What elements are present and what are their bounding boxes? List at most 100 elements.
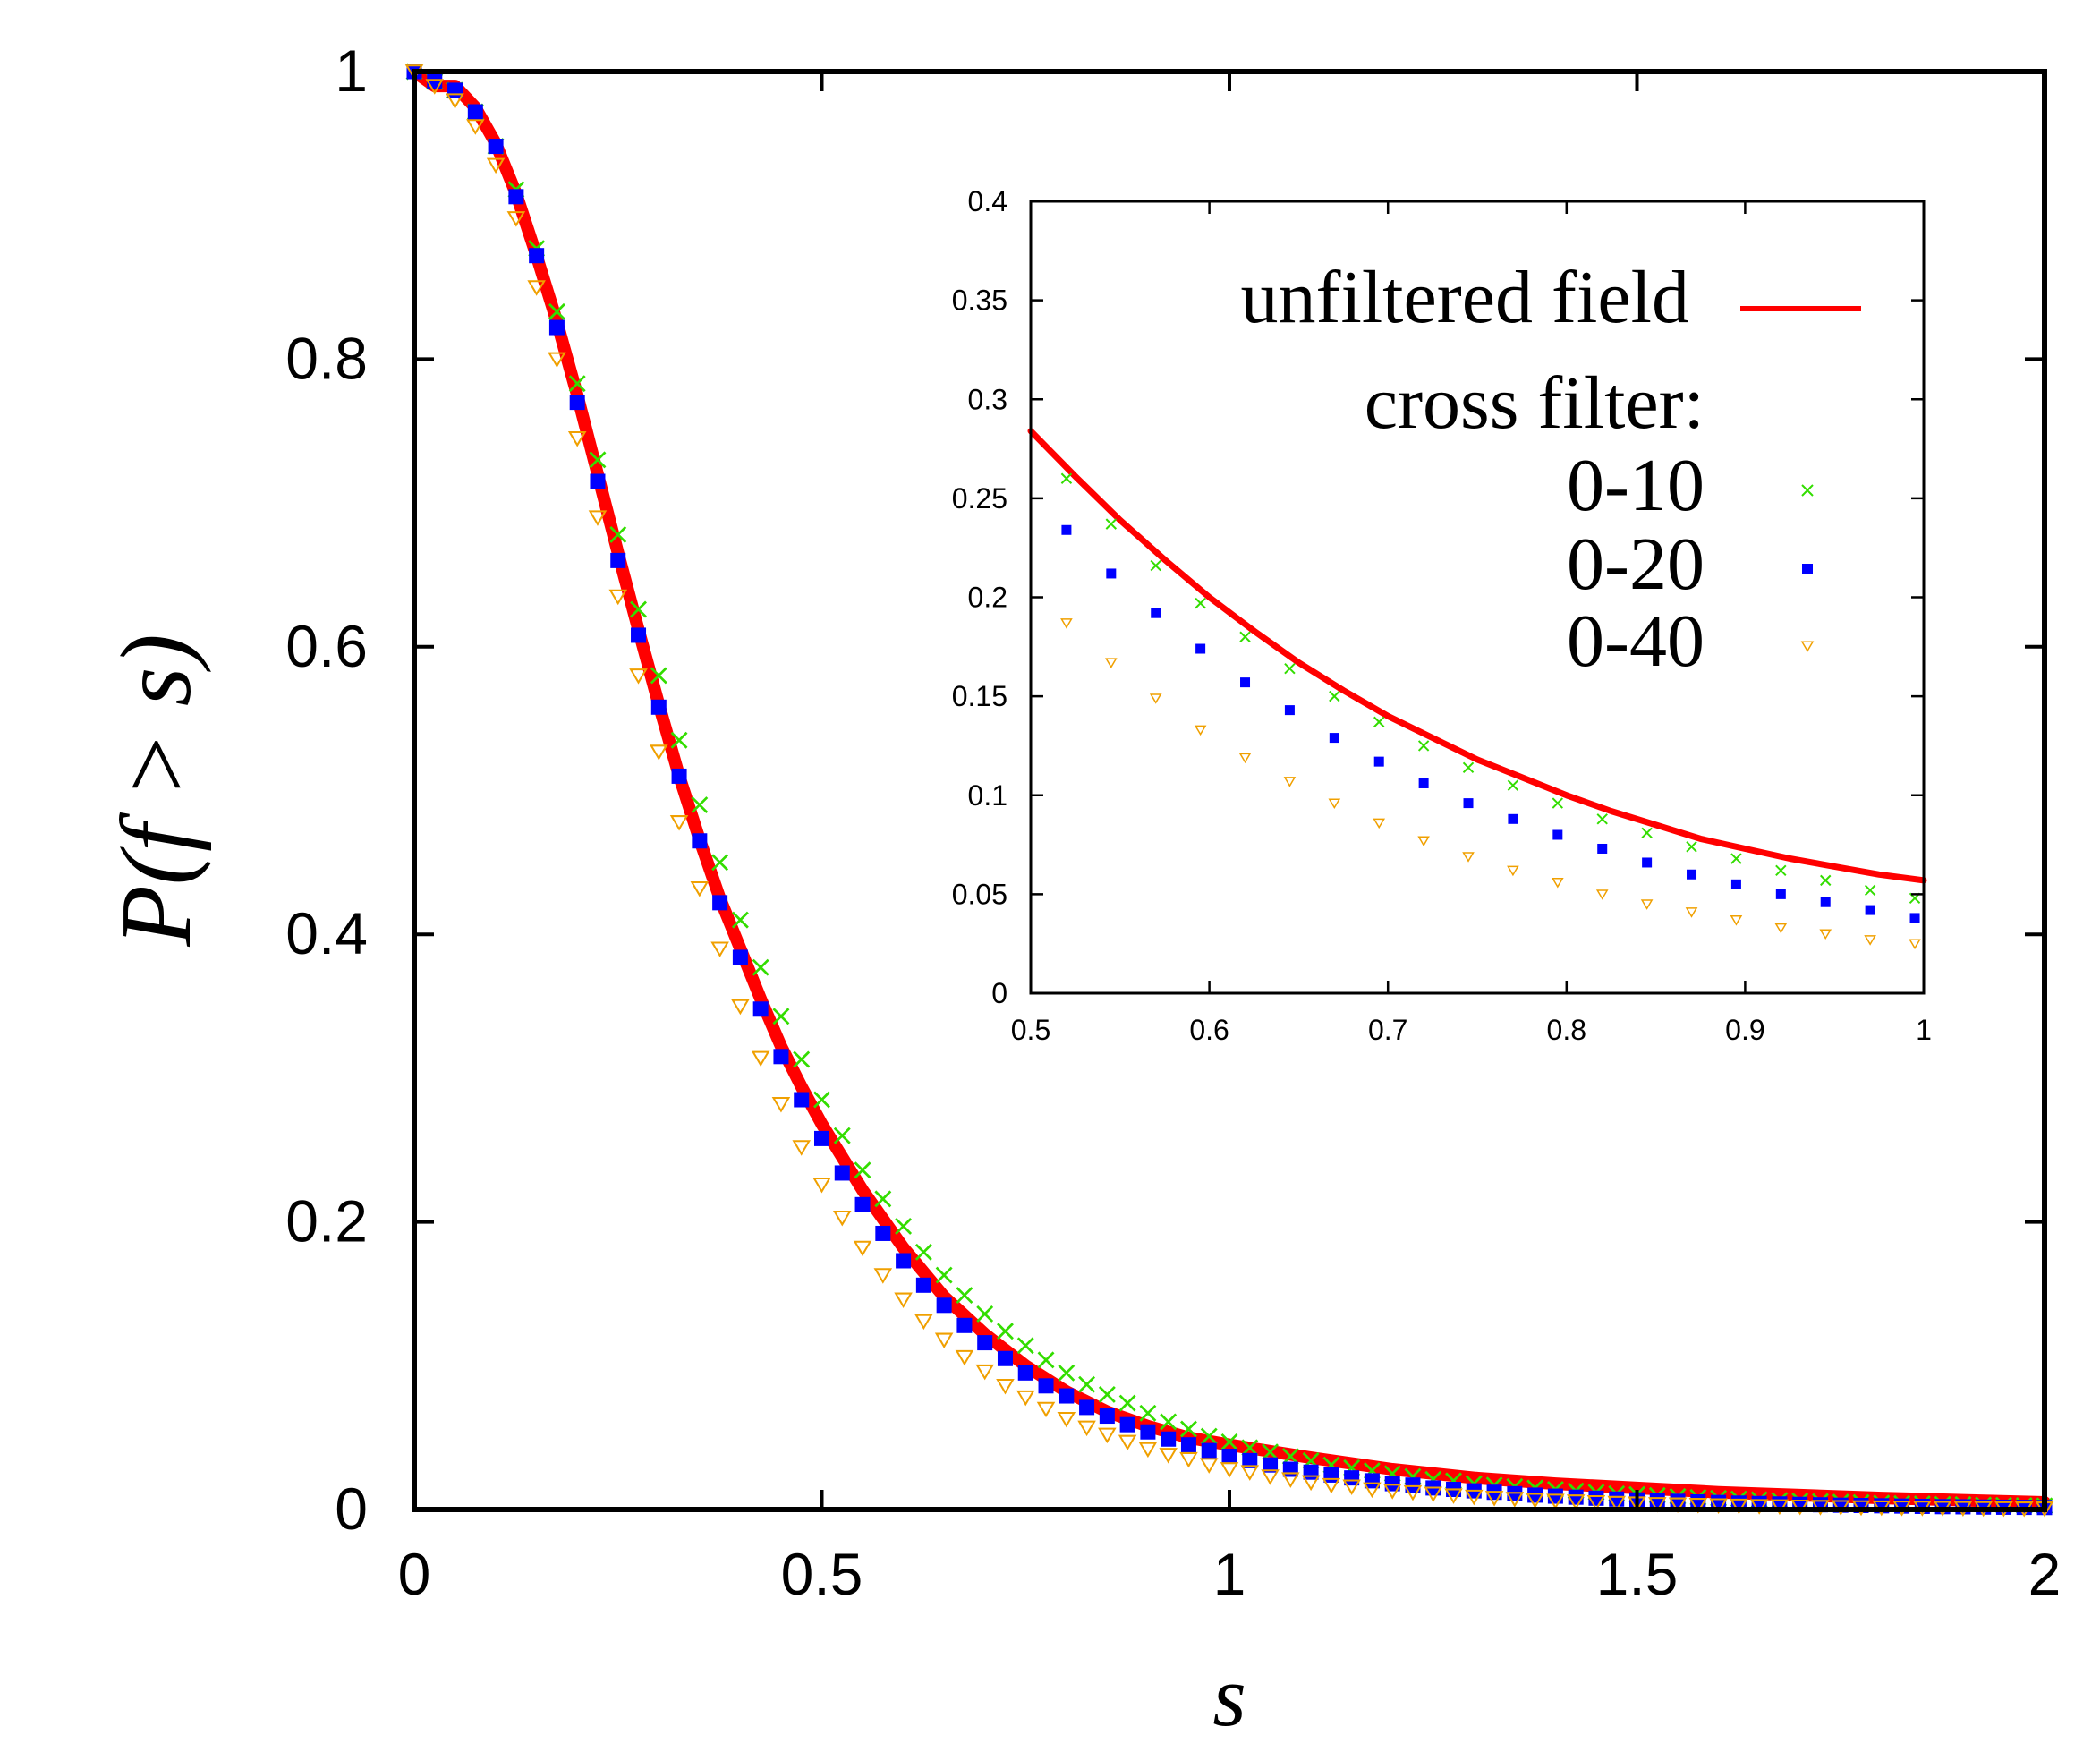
main-0-40-point	[792, 1140, 812, 1156]
main-0-20-point	[712, 895, 728, 911]
inset-0-10-point	[1417, 740, 1430, 752]
inset-0-20-point	[1552, 829, 1563, 840]
main-x-tick-label: 0	[398, 1541, 431, 1607]
main-0-10-point	[548, 302, 565, 320]
main-0-20-point	[1059, 1388, 1075, 1404]
main-0-40-point	[934, 1332, 954, 1349]
main-0-40-point	[955, 1349, 974, 1366]
main-0-40-point	[751, 1050, 770, 1067]
main-0-40-point	[1546, 1493, 1565, 1510]
inset-0-20-point	[1373, 756, 1384, 767]
main-0-10-point	[1098, 1385, 1116, 1403]
main-0-40-point	[1118, 1434, 1137, 1451]
main-0-20-point	[773, 1049, 789, 1065]
inset-0-20-point	[1909, 913, 1920, 923]
main-0-40-point	[771, 1097, 791, 1113]
inset-series-0-40	[1060, 618, 1921, 950]
main-0-20-point	[794, 1092, 810, 1108]
inset-0-20-point	[1865, 905, 1875, 915]
main-0-40-point	[650, 744, 668, 761]
main-0-40-point	[527, 280, 546, 296]
main-0-40-point	[1526, 1493, 1544, 1509]
inset-0-10-point	[1195, 597, 1206, 609]
inset-0-10-point	[1552, 797, 1564, 809]
main-0-40-point	[1647, 1497, 1667, 1513]
main-0-10-point	[1179, 1420, 1197, 1438]
main-0-10-point	[874, 1190, 892, 1208]
main-0-10-point	[609, 525, 627, 543]
main-0-40-point	[1749, 1499, 1769, 1515]
main-0-20-point	[692, 833, 708, 849]
main-plot: 0 0.5 1 1.5 200.20.40.60.81 s P(f > s)	[101, 38, 2061, 1744]
main-0-40-point	[486, 157, 506, 174]
main-0-10-point	[1160, 1413, 1178, 1431]
inset-0-20-point	[1418, 778, 1429, 788]
main-0-10-point	[1262, 1443, 1280, 1461]
legend-label-unfiltered: unfiltered field	[1241, 256, 1689, 339]
main-0-40-point	[1342, 1479, 1361, 1495]
inset-0-10-point	[1329, 690, 1340, 702]
main-0-20-point	[610, 552, 626, 568]
main-0-10-point	[854, 1161, 871, 1179]
main-0-40-point	[873, 1268, 893, 1284]
inset-0-10-point	[1775, 864, 1787, 877]
inset-0-40-point	[1060, 618, 1073, 629]
main-y-tick-label: 0.8	[285, 325, 368, 391]
main-0-20-point	[1527, 1487, 1543, 1503]
inset-0-20-point	[1195, 643, 1206, 654]
main-0-40-point	[1505, 1492, 1525, 1508]
inset-series-unfiltered-field-line	[1027, 428, 1927, 884]
inset-0-20-point	[1508, 813, 1518, 824]
inset-0-40-point	[1283, 777, 1297, 787]
main-0-40-point	[548, 352, 566, 369]
main-0-40-point	[588, 510, 608, 526]
inset-x-tick-label: 0.9	[1725, 1014, 1764, 1046]
main-y-tick-label: 0.4	[285, 900, 368, 966]
main-0-10-point	[1058, 1364, 1076, 1382]
main-0-40-point	[1444, 1488, 1463, 1504]
main-0-20-point	[1344, 1470, 1360, 1486]
main-0-40-point	[1138, 1442, 1158, 1459]
main-0-40-point	[853, 1240, 872, 1257]
inset-x-tick-label: 0.5	[1011, 1014, 1050, 1046]
main-0-10-point	[813, 1091, 830, 1109]
legend-marker-0-20	[1802, 564, 1813, 574]
inset-0-10-point	[1730, 853, 1742, 864]
main-0-10-point	[1241, 1439, 1259, 1457]
main-0-10-point	[772, 1008, 790, 1025]
main-x-axis-title: s	[1212, 1648, 1246, 1744]
main-0-20-point	[1099, 1408, 1115, 1425]
inset-0-40-point	[1685, 907, 1698, 918]
main-0-40-point	[1465, 1489, 1484, 1506]
main-x-tick-label: 0.5	[781, 1541, 863, 1607]
inset-0-20-point	[1284, 705, 1295, 716]
inset-y-tick-label: 0.35	[952, 285, 1007, 317]
main-tick-layer: 0 0.5 1 1.5 200.20.40.60.81	[285, 38, 2061, 1607]
main-0-20-point	[752, 1001, 769, 1017]
inset-x-tick-label: 0.8	[1547, 1014, 1586, 1046]
main-0-40-point	[832, 1210, 852, 1227]
main-0-40-point	[914, 1314, 933, 1331]
inset-0-40-point	[1552, 877, 1564, 889]
main-0-40-point	[1179, 1451, 1198, 1468]
inset-x-tick-label: 0.6	[1189, 1014, 1229, 1046]
main-0-10-point	[691, 796, 709, 814]
main-0-40-point	[1077, 1420, 1096, 1437]
main-data-layer	[404, 63, 2054, 1518]
main-0-40-point	[446, 93, 464, 109]
main-y-tick-label: 1	[335, 38, 368, 104]
inset-0-10-point	[1641, 827, 1653, 838]
inset-0-20-point	[1329, 733, 1339, 744]
inset-0-10-point	[1150, 559, 1161, 572]
main-x-tick-label: 2	[2028, 1541, 2062, 1607]
inset-0-40-point	[1238, 753, 1252, 764]
main-0-20-point	[590, 473, 606, 489]
legend-label-0-40: 0-40	[1567, 600, 1705, 683]
inset-0-10-point	[1105, 518, 1118, 530]
inset-0-10-point	[1284, 662, 1296, 675]
inset-0-40-point	[1462, 852, 1475, 863]
main-0-10-point	[935, 1266, 953, 1284]
main-0-20-point	[1079, 1399, 1095, 1416]
main-0-40-point	[1098, 1427, 1117, 1444]
